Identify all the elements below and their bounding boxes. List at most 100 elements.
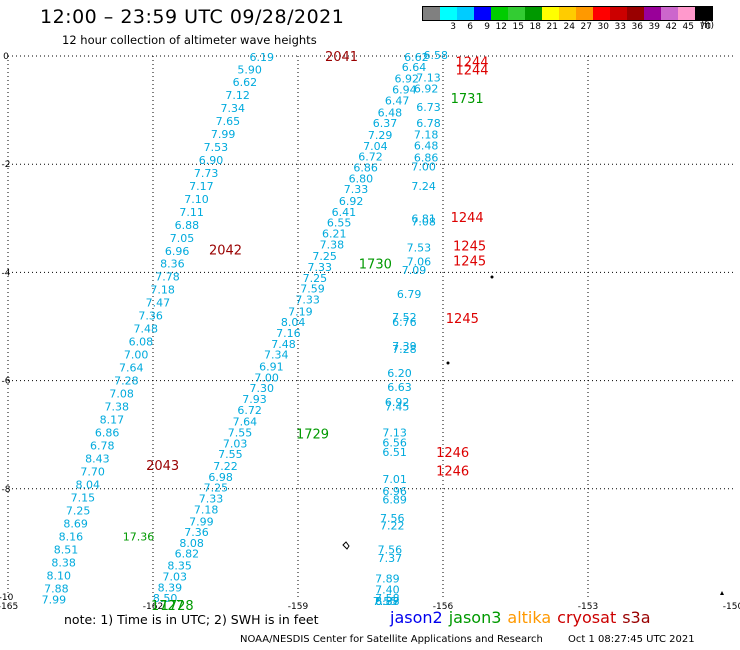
wave-height-value: 6.86 [353,161,378,174]
colorbar-swatch [644,7,661,20]
legend-entry: jason3 [448,608,502,627]
wave-height-value: 8.17 [100,414,125,427]
wave-height-value: 7.59 [300,283,325,296]
wave-height-value: 8.50 [153,592,178,605]
wave-height-value: 7.18 [150,284,175,297]
wave-height-value: 6.78 [416,117,441,130]
wave-height-value: 7.25 [312,250,337,263]
wave-height-value: 6.88 [175,219,200,232]
wave-height-value: 7.17 [189,180,214,193]
colorbar-tick-label: 36 [631,22,643,32]
colorbar-swatch [491,7,508,20]
wave-height-value: 7.93 [242,393,267,406]
wave-height-value: 7.53 [204,141,229,154]
wave-height-value: 7.39 [392,340,417,353]
wave-height-value: 6.62 [233,76,258,89]
x-tick-label: -150 [723,602,740,612]
colorbar-tick-label: 21 [546,22,558,32]
wave-height-value: 7.45 [385,401,410,414]
wave-height-value: 6.86 [95,427,120,440]
colorbar-tick-label: 15 [512,22,524,32]
pass-time-label: 1244 [455,64,488,79]
wave-height-value: 7.34 [264,349,289,362]
legend-entry: cryosat [557,608,617,627]
colorbar-tick-label: 12 [495,22,507,32]
wave-height-value: 8.43 [85,453,110,466]
wave-height-value: 6.92 [395,73,420,86]
wave-height-value: 7.48 [271,338,296,351]
wave-height-value: 6.48 [378,106,403,119]
island-marker [446,361,450,365]
pass-time-label: 1246 [436,464,469,479]
plot-decorations [342,275,724,595]
colorbar-swatch [610,7,627,20]
plot-marks: 6.195.906.627.127.347.657.997.536.907.73… [42,49,489,614]
colorbar-tick-label: 33 [614,22,626,32]
wave-height-value: 8.37 [375,595,400,608]
wave-height-value: 6.62 [404,51,429,64]
wave-height-value: 8.38 [51,556,76,569]
wave-height-value: 6.37 [373,117,398,130]
colorbar-tick-label: 45 [682,22,694,32]
wave-height-value: 6.56 [382,436,407,449]
colorbar-tick-label: 70 [699,22,711,32]
colorbar-swatch [593,7,610,20]
y-tick-label: -4 [2,268,11,278]
wave-height-value: 7.15 [71,491,96,504]
colorbar-legend: 3 6 9 12 15 18 21 24 27 30 33 36 39 42 45 70 (ft) [422,6,714,34]
pass-time-label: 1728 [161,599,194,614]
wave-height-value: 7.36 [184,526,209,539]
wave-height-value: 7.65 [216,115,241,128]
wave-height-value: 6.88 [375,595,400,608]
wave-height-value: 6.91 [259,361,284,374]
wave-height-value: 6.19 [250,51,275,64]
wave-height-value: 7.48 [134,323,159,336]
y-tick-label: -10 [0,593,14,603]
wave-height-value: 7.18 [414,128,439,141]
colorbar-tick-label: 30 [597,22,609,32]
wave-height-value: 8.04 [281,316,306,329]
wave-height-value: 7.30 [250,382,275,395]
wave-height-value: 6.41 [332,206,357,219]
plot-axes: -165 -162 -159 -156 -153 -150 0 -2 -4 -6 -8 -10 [0,52,740,612]
wave-height-value: 6.21 [322,227,347,240]
colorbar-swatch [474,7,491,20]
colorbar-tick-label: 18 [529,22,541,32]
wave-height-value: 8.16 [59,530,84,543]
legend-entry: jason2 [390,608,443,627]
wave-height-value: 7.06 [407,256,432,269]
wave-height-value: 6.96 [382,485,407,498]
wave-height-value: 6.81 [411,212,436,225]
wave-height-value: 7.58 [375,592,400,605]
wave-height-value: 6.64 [402,61,427,74]
colorbar-tick-label: 9 [484,22,490,32]
chart-subtitle: 12 hour collection of altimeter wave hei… [62,33,317,47]
wave-height-value: 6.90 [199,154,224,167]
wave-height-value: 8.35 [167,560,192,573]
y-tick-label: -8 [2,485,11,495]
wave-height-value: 7.08 [109,388,134,401]
wave-height-value: 7.04 [363,140,388,153]
pass-time-label: 1245 [453,254,486,269]
wave-height-value: 8.51 [54,543,79,556]
wave-height-value: 8.39 [158,581,183,594]
wave-height-value: 7.13 [382,427,407,440]
colorbar-swatch [576,7,593,20]
wave-height-value: 6.58 [424,49,449,62]
wave-height-value: 6.73 [416,101,441,114]
wave-height-value: 6.47 [385,94,410,107]
wave-height-value: 6.79 [397,288,422,301]
pass-time-label: 1245 [446,312,479,327]
plot-grid [7,55,733,597]
wave-height-value: 7.33 [308,261,333,274]
wave-height-value: 7.99 [211,128,236,141]
island-marker [342,541,350,550]
wave-height-value: 7.38 [105,401,130,414]
wave-height-value: 8.69 [63,517,88,530]
wave-height-value: 6.98 [208,471,233,484]
wave-height-value: 6.94 [392,84,417,97]
wave-height-value: 7.33 [344,183,369,196]
wave-height-value: 6.92 [339,195,364,208]
wave-height-value: 7.00 [124,349,149,362]
